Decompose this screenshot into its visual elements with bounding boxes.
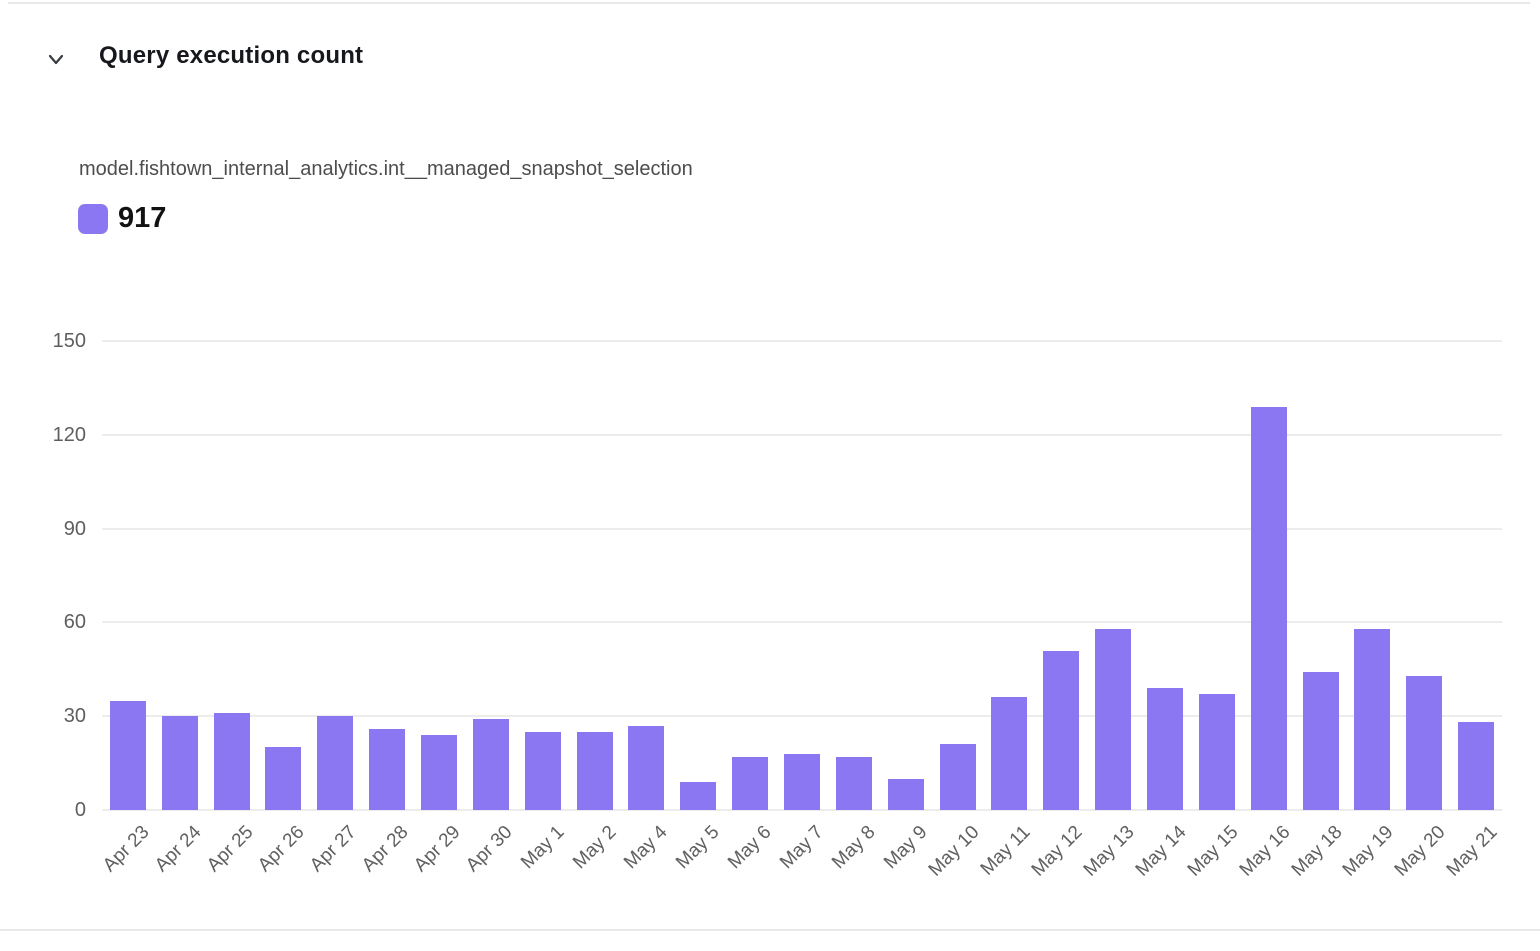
y-tick-label-60: 60 (63, 611, 86, 634)
bar-may-20[interactable] (1406, 675, 1443, 810)
bar-may-18[interactable] (1302, 672, 1339, 810)
bar-may-7[interactable] (784, 753, 820, 810)
gridline-y-30 (102, 715, 1502, 718)
gridline-y-150 (102, 340, 1502, 342)
chevron-down-icon (43, 46, 69, 72)
bar-apr-27[interactable] (317, 716, 354, 810)
top-divider (8, 2, 1530, 4)
bar-apr-28[interactable] (369, 728, 406, 810)
gridline-y-90 (102, 527, 1502, 530)
gridline-y-120 (102, 433, 1502, 436)
collapse-section-button[interactable] (41, 45, 71, 73)
bar-apr-23[interactable] (109, 700, 146, 810)
legend-color-swatch (78, 203, 108, 234)
bar-apr-25[interactable] (213, 713, 250, 810)
page-title: Query execution count (99, 42, 364, 69)
bar-may-5[interactable] (680, 781, 717, 810)
bar-may-1[interactable] (524, 731, 561, 810)
y-tick-label-0: 0 (74, 799, 86, 821)
bar-may-13[interactable] (1095, 628, 1132, 810)
bar-may-16[interactable] (1250, 406, 1287, 810)
bar-may-6[interactable] (732, 756, 769, 810)
y-tick-label-90: 90 (63, 517, 86, 540)
y-tick-label-150: 150 (52, 330, 86, 352)
gridline-y-60 (102, 621, 1502, 624)
bar-may-14[interactable] (1146, 688, 1183, 810)
bar-may-9[interactable] (887, 778, 924, 810)
bar-apr-26[interactable] (265, 747, 302, 810)
bottom-divider (0, 929, 1540, 931)
gridline-y-0 (102, 809, 1502, 811)
bar-may-19[interactable] (1354, 628, 1391, 810)
bar-may-4[interactable] (628, 725, 665, 810)
bar-may-2[interactable] (576, 731, 613, 810)
bar-apr-24[interactable] (161, 716, 198, 810)
bar-may-11[interactable] (991, 697, 1028, 810)
legend-total-value: 917 (118, 202, 167, 234)
bar-may-8[interactable] (835, 756, 872, 810)
bar-may-15[interactable] (1198, 694, 1235, 810)
bar-may-21[interactable] (1458, 722, 1495, 810)
bar-may-12[interactable] (1043, 650, 1080, 810)
bar-apr-29[interactable] (421, 734, 458, 810)
plot-area (102, 340, 1502, 811)
legend-item: 917 (78, 202, 166, 235)
y-tick-label-120: 120 (52, 423, 86, 446)
bar-apr-30[interactable] (472, 719, 509, 810)
bar-may-10[interactable] (939, 744, 976, 810)
y-tick-label-30: 30 (63, 705, 86, 728)
legend-series-label: model.fishtown_internal_analytics.int__m… (79, 158, 693, 180)
